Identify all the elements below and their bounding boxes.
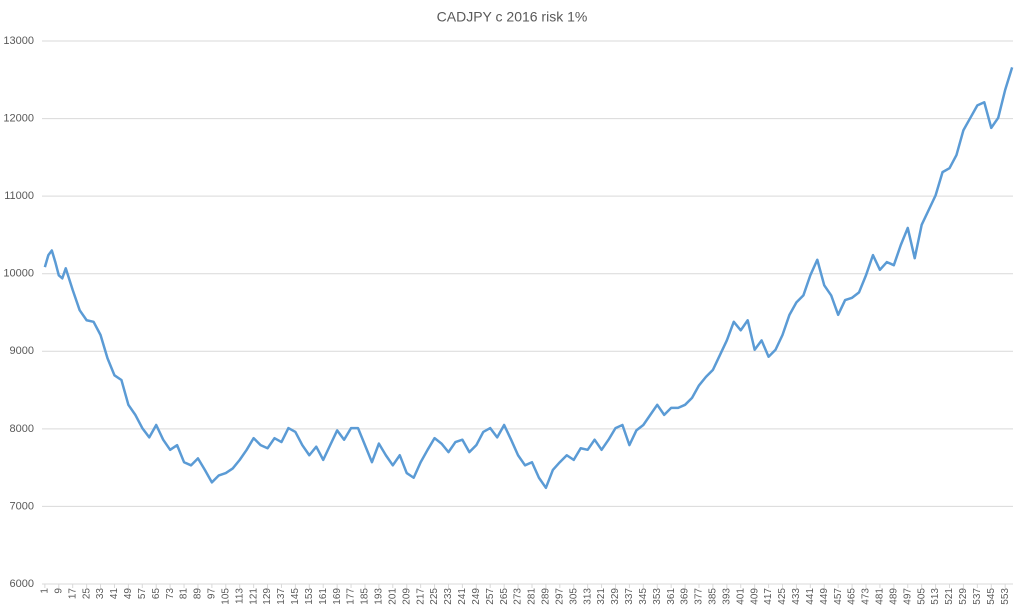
y-tick-label: 9000 [10,345,34,357]
x-tick-label: 225 [429,588,440,605]
chart-title: CADJPY c 2016 risk 1% [437,9,588,25]
x-tick-label: 129 [262,588,273,605]
y-tick-label: 13000 [3,35,34,47]
x-tick-label: 401 [735,588,746,605]
x-tick-label: 425 [777,588,788,605]
x-tick-label: 217 [415,588,426,605]
y-tick-label: 11000 [4,190,34,202]
x-tick-label: 241 [457,588,468,605]
x-tick-label: 321 [596,588,607,605]
x-tick-label: 433 [791,588,802,605]
x-tick-label: 497 [902,588,913,605]
x-tick-label: 329 [610,588,621,605]
x-tick-label: 89 [193,588,204,600]
x-tick-label: 161 [318,588,329,605]
x-tick-label: 457 [833,588,844,605]
x-tick-label: 545 [986,588,997,605]
x-tick-label: 337 [624,588,635,605]
x-tick-label: 369 [680,588,691,605]
x-tick-label: 25 [81,588,92,600]
y-tick-label: 7000 [10,500,34,512]
x-tick-label: 17 [67,588,78,600]
x-tick-label: 353 [652,588,663,605]
x-tick-label: 137 [276,588,287,605]
x-tick-label: 49 [123,588,134,600]
x-tick-label: 97 [207,588,218,600]
x-tick-label: 145 [290,588,301,605]
x-tick-label: 313 [582,588,593,605]
x-tick-label: 521 [944,588,955,605]
x-tick-label: 9 [53,588,64,594]
x-tick-label: 281 [527,588,538,605]
x-tick-label: 33 [95,588,106,600]
x-tick-label: 201 [387,588,398,605]
x-tick-label: 505 [916,588,927,605]
x-tick-label: 65 [151,588,162,600]
x-tick-label: 537 [972,588,983,605]
x-tick-label: 265 [499,588,510,605]
x-tick-label: 273 [513,588,524,605]
x-tick-label: 449 [819,588,830,605]
x-tick-label: 289 [541,588,552,605]
x-tick-label: 513 [930,588,941,605]
x-tick-label: 417 [763,588,774,605]
x-tick-label: 81 [179,588,190,600]
x-tick-label: 465 [847,588,858,605]
series-line [43,67,1014,490]
x-tick-label: 481 [875,588,886,605]
y-tick-label: 12000 [3,112,34,124]
x-tick-label: 41 [109,588,120,600]
x-tick-label: 113 [234,588,245,604]
x-tick-label: 233 [443,588,454,605]
x-tick-label: 409 [749,588,760,605]
x-tick-label: 73 [165,588,176,600]
x-tick-label: 193 [374,588,385,605]
x-tick-label: 105 [220,588,231,605]
x-tick-label: 297 [554,588,565,605]
x-tick-label: 169 [332,588,343,605]
x-tick-label: 361 [666,588,677,605]
x-tick-label: 305 [568,588,579,605]
x-tick-label: 489 [888,588,899,605]
x-tick-label: 57 [137,588,148,600]
x-tick-label: 185 [360,588,371,605]
x-tick-label: 249 [471,588,482,605]
x-tick-label: 473 [861,588,872,605]
x-tick-label: 209 [401,588,412,605]
x-tick-label: 1 [40,588,51,594]
x-tick-label: 121 [248,588,259,605]
x-tick-label: 393 [721,588,732,605]
x-tick-label: 377 [694,588,705,605]
x-tick-label: 553 [1000,588,1011,605]
x-tick-label: 441 [805,588,816,605]
y-tick-label: 8000 [10,423,34,435]
x-tick-label: 153 [304,588,315,605]
y-tick-label: 6000 [10,578,34,590]
x-tick-label: 529 [958,588,969,605]
x-tick-label: 257 [485,588,496,605]
x-tick-label: 177 [346,588,357,605]
x-tick-label: 345 [638,588,649,605]
y-tick-label: 10000 [3,268,34,280]
x-tick-label: 385 [708,588,719,605]
